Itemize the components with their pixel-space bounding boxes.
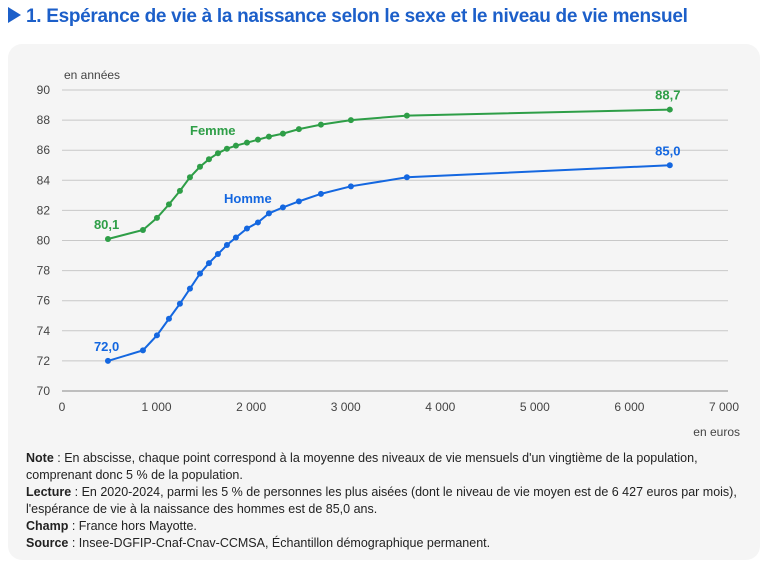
data-point [347,183,354,190]
series-label: Femme [190,123,236,138]
data-point [104,235,111,242]
data-label-last: 88,7 [655,88,680,103]
lecture-text: : En 2020-2024, parmi les 5 % de personn… [26,485,737,516]
x-tick-label: 1 000 [142,400,172,414]
data-point [317,121,324,128]
data-point [153,332,160,339]
y-tick-label: 86 [37,143,51,157]
champ-line: Champ : France hors Mayotte. [26,518,746,535]
data-point [165,315,172,322]
data-point [254,136,261,143]
x-tick-label: 6 000 [614,400,644,414]
y-axis-label: en années [64,68,120,82]
y-tick-label: 72 [37,354,51,368]
x-tick-label: 7 000 [709,400,739,414]
y-tick-label: 78 [37,264,51,278]
source-text: : Insee-DGFIP-Cnaf-Cnav-CCMSA, Échantill… [68,536,491,550]
data-point [265,210,272,217]
data-point [176,187,183,194]
champ-label: Champ [26,519,69,533]
data-point [295,126,302,133]
data-point [165,201,172,208]
data-point [347,117,354,124]
x-tick-label: 4 000 [425,400,455,414]
series-line-homme [107,164,670,362]
y-tick-label: 88 [37,113,51,127]
data-point [243,139,250,146]
champ-text: : France hors Mayotte. [68,519,197,533]
data-point [176,300,183,307]
data-point [403,112,410,119]
data-point [186,174,193,181]
data-point [139,347,146,354]
line-chart: 70 72 74 76 78 80 82 84 86 88 90 0 1 000 2 000 3 000 4 … [37,68,740,439]
lecture-label: Lecture [26,485,72,499]
data-point [104,357,111,364]
y-tick-label: 90 [37,83,51,97]
note-line: Note : En abscisse, chaque point corresp… [26,450,746,484]
y-tick-label: 80 [37,234,51,248]
data-point [295,198,302,205]
lecture-line: Lecture : En 2020-2024, parmi les 5 % de… [26,484,746,518]
triangle-icon [8,7,21,23]
data-point [666,106,673,113]
data-label-last: 85,0 [655,143,680,158]
note-text: : En abscisse, chaque point correspond à… [26,451,698,482]
data-point [223,242,230,249]
x-tick-label: 5 000 [520,400,550,414]
chart-card [8,44,760,560]
data-point [243,225,250,232]
data-point [232,142,239,149]
data-point [214,150,221,157]
data-point [196,163,203,170]
source-label: Source [26,536,69,550]
data-point [232,234,239,241]
data-point [205,156,212,163]
chart-notes: Note : En abscisse, chaque point corresp… [26,450,746,552]
data-point [196,270,203,277]
x-tick-label: 2 000 [236,400,266,414]
x-tick-label: 0 [59,400,66,414]
x-tick-label: 3 000 [331,400,361,414]
data-point [205,260,212,267]
data-point [214,251,221,258]
data-point [265,133,272,140]
y-tick-label: 70 [37,384,51,398]
data-point [139,226,146,233]
chart-title: 1. Espérance de vie à la naissance selon… [8,6,688,28]
data-label-first: 80,1 [94,217,119,232]
data-point [317,190,324,197]
y-tick-label: 76 [37,294,51,308]
data-point [279,130,286,137]
data-label-first: 72,0 [94,339,119,354]
chart-title-text: 1. Espérance de vie à la naissance selon… [26,6,688,27]
source-line: Source : Insee-DGFIP-Cnaf-Cnav-CCMSA, Éc… [26,535,746,552]
data-point [223,145,230,152]
data-point [279,204,286,211]
y-tick-label: 74 [37,324,51,338]
data-point [254,219,261,226]
y-tick-label: 82 [37,203,51,217]
y-tick-label: 84 [37,173,51,187]
series-label: Homme [224,191,272,206]
note-label: Note [26,451,54,465]
data-point [153,214,160,221]
data-point [186,285,193,292]
data-point [666,162,673,169]
data-point [403,174,410,181]
x-axis-label: en euros [693,425,740,439]
